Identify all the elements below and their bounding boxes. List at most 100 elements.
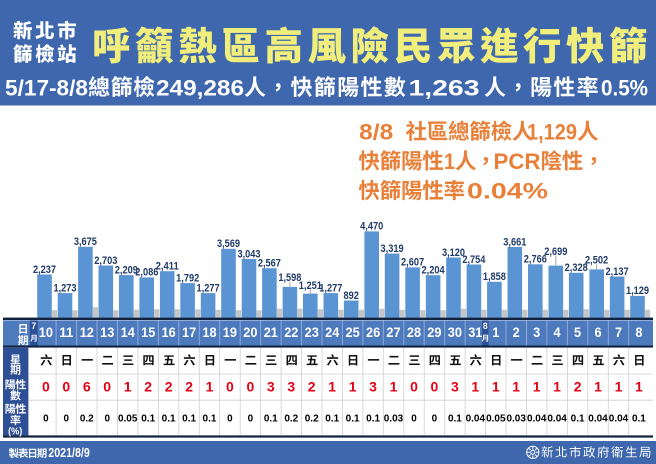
svg-text:10: 10 (39, 324, 53, 340)
svg-text:0.2: 0.2 (284, 413, 298, 425)
svg-text:0.04%: 0.04% (467, 179, 548, 204)
svg-text:0: 0 (247, 379, 255, 395)
svg-text:1: 1 (635, 379, 643, 395)
svg-text:0.1: 0.1 (141, 413, 155, 425)
svg-text:1,273: 1,273 (53, 282, 76, 294)
svg-text:PCR: PCR (494, 149, 541, 174)
svg-text:1: 1 (444, 149, 455, 174)
svg-text:0.5%: 0.5% (601, 76, 648, 101)
svg-text:0: 0 (432, 413, 438, 425)
svg-text:1: 1 (533, 379, 541, 395)
svg-text:14: 14 (121, 324, 135, 340)
svg-text:4: 4 (554, 324, 561, 340)
svg-text:0: 0 (103, 379, 111, 395)
svg-text:21: 21 (264, 324, 278, 340)
svg-text:0: 0 (411, 413, 417, 425)
svg-text:1: 1 (328, 379, 336, 395)
svg-text:1: 1 (206, 379, 214, 395)
svg-text:1,792: 1,792 (176, 272, 199, 284)
svg-text:2: 2 (144, 379, 152, 395)
svg-text:3,569: 3,569 (217, 238, 240, 250)
svg-text:2,204: 2,204 (422, 265, 446, 277)
svg-text:0: 0 (42, 379, 50, 395)
svg-text:11: 11 (59, 324, 73, 340)
svg-text:892: 892 (344, 290, 359, 302)
svg-text:7: 7 (615, 324, 622, 340)
svg-text:13: 13 (100, 324, 114, 340)
svg-text:1: 1 (492, 379, 500, 395)
svg-text:0: 0 (64, 413, 70, 425)
svg-text:1: 1 (553, 379, 561, 395)
svg-text:2,502: 2,502 (585, 255, 608, 267)
svg-text:3,661: 3,661 (503, 236, 526, 248)
svg-text:2,754: 2,754 (462, 254, 486, 266)
svg-text:2: 2 (574, 379, 582, 395)
svg-text:6: 6 (594, 324, 601, 340)
svg-text:0: 0 (410, 379, 418, 395)
svg-text:0.04: 0.04 (547, 413, 567, 425)
svg-text:0: 0 (431, 379, 439, 395)
svg-text:2,209: 2,209 (115, 264, 138, 276)
svg-text:0: 0 (104, 413, 110, 425)
svg-text:3,319: 3,319 (381, 243, 404, 255)
svg-text:20: 20 (243, 324, 257, 340)
svg-text:1: 1 (492, 324, 499, 340)
svg-text:0.1: 0.1 (366, 413, 380, 425)
svg-text:2021/8/9: 2021/8/9 (48, 445, 90, 460)
svg-text:3,120: 3,120 (442, 247, 465, 259)
svg-text:7: 7 (31, 321, 36, 332)
svg-text:0: 0 (227, 413, 233, 425)
svg-text:28: 28 (407, 324, 421, 340)
svg-text:1: 1 (390, 379, 398, 395)
svg-text:0.03: 0.03 (384, 413, 404, 425)
svg-text:16: 16 (162, 324, 176, 340)
svg-text:0.1: 0.1 (182, 413, 196, 425)
svg-text:2,328: 2,328 (565, 262, 588, 274)
svg-text:3: 3 (451, 379, 459, 395)
svg-text:1: 1 (594, 379, 602, 395)
svg-text:1,129: 1,129 (626, 285, 649, 297)
svg-text:3,675: 3,675 (74, 236, 97, 248)
svg-text:1,129: 1,129 (527, 120, 577, 145)
svg-text:2: 2 (185, 379, 193, 395)
svg-text:2,411: 2,411 (156, 261, 179, 273)
svg-text:8: 8 (635, 324, 642, 340)
svg-text:23: 23 (305, 324, 319, 340)
svg-text:27: 27 (386, 324, 400, 340)
svg-text:3: 3 (533, 324, 540, 340)
svg-text:1: 1 (471, 379, 479, 395)
svg-text:25: 25 (346, 324, 360, 340)
svg-text:0: 0 (226, 379, 234, 395)
svg-text:1,277: 1,277 (197, 282, 220, 294)
svg-text:1,277: 1,277 (319, 282, 342, 294)
svg-text:1: 1 (512, 379, 520, 395)
svg-text:12: 12 (80, 324, 94, 340)
svg-text:0.1: 0.1 (325, 413, 339, 425)
svg-text:19: 19 (223, 324, 237, 340)
svg-text:1,251: 1,251 (299, 280, 322, 292)
svg-text:3: 3 (287, 379, 295, 395)
svg-text:1,263: 1,263 (409, 76, 480, 101)
svg-text:5/17-8/8: 5/17-8/8 (5, 76, 88, 101)
svg-text:5: 5 (574, 324, 581, 340)
svg-text:2,699: 2,699 (544, 246, 567, 258)
svg-text:0.1: 0.1 (448, 413, 462, 425)
svg-text:8: 8 (483, 321, 488, 332)
svg-text:17: 17 (182, 324, 196, 340)
svg-text:0.1: 0.1 (571, 413, 585, 425)
svg-text:0: 0 (43, 413, 49, 425)
svg-text:0.05: 0.05 (118, 413, 138, 425)
svg-text:30: 30 (448, 324, 462, 340)
svg-text:2,137: 2,137 (606, 266, 629, 278)
svg-text:1: 1 (615, 379, 623, 395)
svg-text:2,086: 2,086 (135, 267, 158, 279)
svg-text:2: 2 (513, 324, 520, 340)
svg-text:8/8: 8/8 (359, 120, 393, 145)
svg-text:1: 1 (349, 379, 357, 395)
svg-text:0.04: 0.04 (588, 413, 608, 425)
svg-text:0.1: 0.1 (264, 413, 278, 425)
svg-text:0.1: 0.1 (162, 413, 176, 425)
svg-text:3,043: 3,043 (237, 248, 260, 260)
svg-text:0.2: 0.2 (305, 413, 319, 425)
svg-text:0.04: 0.04 (466, 413, 486, 425)
